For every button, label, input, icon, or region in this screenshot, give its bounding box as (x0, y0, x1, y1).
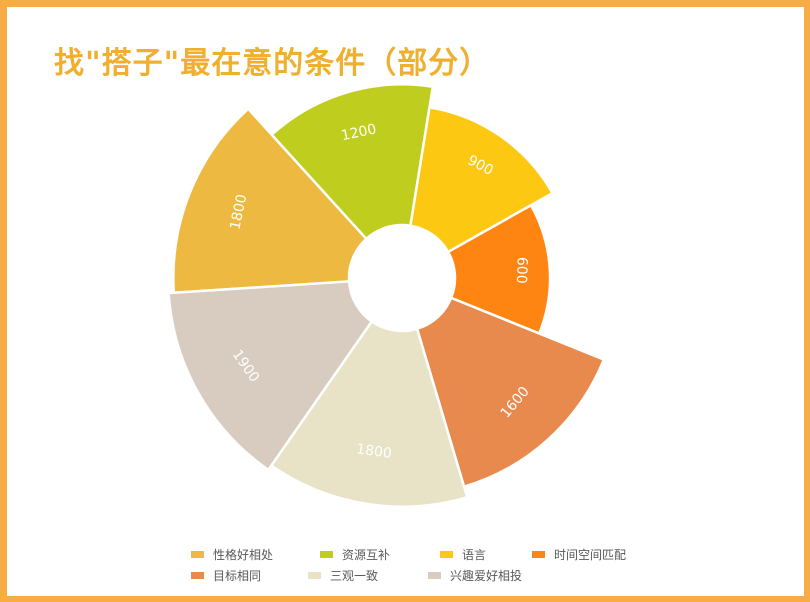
legend-item-same-goal[interactable]: 目标相同 (191, 566, 261, 584)
legend-label: 语言 (462, 547, 487, 562)
legend-swatch-icon (440, 550, 453, 558)
legend-swatch-icon (191, 571, 204, 579)
data-label-values: 1800 (355, 441, 393, 462)
chart-title: 找"搭子"最在意的条件（部分） (54, 46, 491, 81)
legend-swatch-icon (532, 550, 545, 558)
legend-item-interests[interactable]: 兴趣爱好相投 (428, 566, 522, 584)
legend-item-values[interactable]: 三观一致 (308, 566, 378, 584)
legend-label: 目标相同 (213, 568, 262, 583)
rose-slice-language[interactable] (409, 105, 555, 254)
legend-item-resources[interactable]: 资源互补 (320, 545, 390, 563)
rose-slice-values[interactable] (269, 319, 469, 508)
rose-slice-time-space[interactable] (446, 203, 552, 336)
legend-item-time-space[interactable]: 时间空间匹配 (532, 545, 626, 563)
legend-label: 时间空间匹配 (554, 547, 627, 562)
legend-swatch-icon (428, 571, 441, 579)
rose-slice-same-goal[interactable] (415, 296, 606, 489)
legend-label: 资源互补 (342, 547, 391, 562)
legend-label: 兴趣爱好相投 (450, 568, 523, 583)
data-label-time-space: 600 (513, 257, 530, 284)
legend-label: 性格好相处 (213, 547, 274, 562)
rose-slice-personality[interactable] (172, 107, 369, 295)
legend-swatch-icon (308, 571, 321, 579)
rose-slice-interests[interactable] (167, 280, 374, 472)
legend-item-language[interactable]: 语言 (440, 545, 486, 563)
legend-item-personality[interactable]: 性格好相处 (191, 545, 273, 563)
legend-label: 三观一致 (330, 568, 379, 583)
data-label-resources: 1200 (340, 121, 378, 144)
data-label-personality: 1800 (227, 193, 250, 231)
legend-swatch-icon (320, 550, 333, 558)
legend-swatch-icon (191, 550, 204, 558)
rose-slice-resources[interactable] (269, 83, 435, 241)
